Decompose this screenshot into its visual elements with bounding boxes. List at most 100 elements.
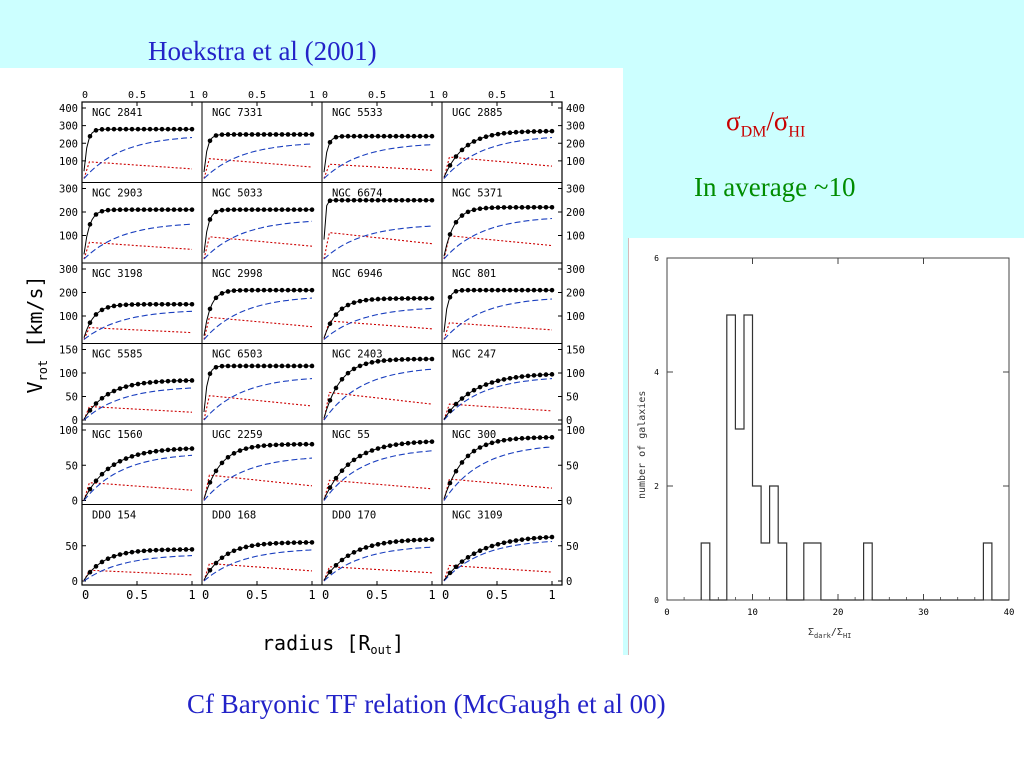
data-point [429, 296, 435, 301]
data-point [147, 548, 153, 553]
rotation-curves-figure: 0 0 0.5 0.5 1 1 0 0 0.5 0.5 1 1 0 0 0.5 0.5 1 1 0 0 0.5 0.5 1 1… [0, 68, 623, 657]
dark-halo-curve [83, 387, 193, 421]
data-point [255, 207, 261, 212]
data-point [417, 537, 423, 543]
data-point [507, 205, 513, 210]
top-x-tick-label: 0 [202, 90, 208, 101]
data-point [459, 396, 465, 401]
data-point [489, 543, 495, 549]
gas-curve [203, 158, 313, 179]
data-point [543, 128, 549, 134]
data-point [453, 468, 459, 474]
data-point [429, 356, 435, 362]
data-point [531, 287, 537, 293]
data-point [423, 197, 429, 203]
data-point [147, 380, 153, 385]
histogram-bar [864, 543, 873, 600]
data-point [477, 287, 483, 293]
data-point [459, 213, 465, 218]
data-point [447, 480, 453, 486]
data-point [87, 486, 93, 492]
total-fit-curve [203, 209, 312, 253]
top-x-tick-label: 0.5 [488, 90, 506, 101]
data-point [405, 296, 411, 301]
data-point [399, 357, 405, 362]
data-point [543, 287, 549, 293]
data-point [153, 301, 159, 307]
total-fit-curve [443, 436, 553, 499]
y-tick-label: 2 [654, 482, 659, 491]
data-point [111, 126, 117, 132]
histogram-bar [727, 315, 736, 600]
data-point [87, 408, 93, 413]
data-point [327, 321, 333, 327]
data-point [111, 553, 117, 559]
histogram-bar [735, 429, 744, 600]
data-point [507, 437, 513, 442]
data-point [399, 197, 405, 203]
data-point [387, 357, 393, 363]
data-point [429, 439, 435, 444]
dark-halo-curve [443, 298, 553, 340]
total-fit-curve [443, 130, 553, 178]
data-point [153, 126, 159, 132]
data-point [357, 547, 363, 552]
dark-halo-curve [83, 454, 193, 501]
data-point [117, 207, 123, 213]
data-point [297, 207, 303, 212]
data-point [465, 287, 471, 293]
data-point [387, 443, 393, 448]
data-point [273, 541, 279, 546]
data-point [213, 209, 219, 215]
sigma-slash: / [766, 106, 774, 136]
data-point [225, 289, 231, 294]
data-point [399, 538, 405, 544]
data-point [249, 363, 255, 369]
data-point [243, 287, 249, 293]
data-point [345, 197, 351, 203]
data-point [231, 132, 237, 137]
data-point [273, 287, 279, 293]
data-point [471, 207, 477, 213]
data-point [507, 375, 513, 381]
data-point [549, 372, 555, 377]
gas-curve [323, 566, 433, 582]
data-point [261, 363, 267, 369]
top-x-tick-label: 0 [322, 90, 328, 101]
data-point [189, 378, 195, 383]
data-point [129, 454, 135, 459]
histogram-bar [753, 486, 762, 600]
histogram-svg: 0 10 20 30 40 0 2 4 6 number of galaxies Σdark/ΣHI [637, 254, 1014, 640]
right-y-tick-label: 400 [566, 103, 585, 115]
left-y-tick-label: 100 [59, 368, 78, 380]
data-point [513, 538, 519, 543]
data-point [387, 539, 393, 545]
data-point [495, 287, 501, 293]
data-point [393, 133, 399, 139]
data-point [273, 132, 279, 137]
data-point [417, 133, 423, 139]
data-point [105, 305, 111, 310]
bottom-x-tick-label: 1 [428, 588, 435, 602]
dark-halo-curve [83, 136, 193, 179]
total-fit-curve [203, 443, 312, 499]
data-point [369, 133, 375, 139]
data-point [381, 540, 387, 546]
data-point [453, 154, 459, 159]
data-point [261, 541, 267, 547]
data-point [351, 133, 357, 139]
data-point [489, 287, 495, 293]
data-point [363, 361, 369, 367]
data-point [477, 384, 483, 390]
data-point [135, 302, 141, 307]
data-point [405, 197, 411, 203]
data-point [417, 356, 423, 362]
data-point [495, 541, 501, 547]
data-point [483, 205, 489, 211]
data-point [381, 133, 387, 139]
data-point [165, 301, 171, 307]
data-point [381, 296, 387, 302]
data-point [177, 126, 183, 132]
data-point [381, 197, 387, 203]
right-y-tick-label: 100 [566, 231, 585, 243]
